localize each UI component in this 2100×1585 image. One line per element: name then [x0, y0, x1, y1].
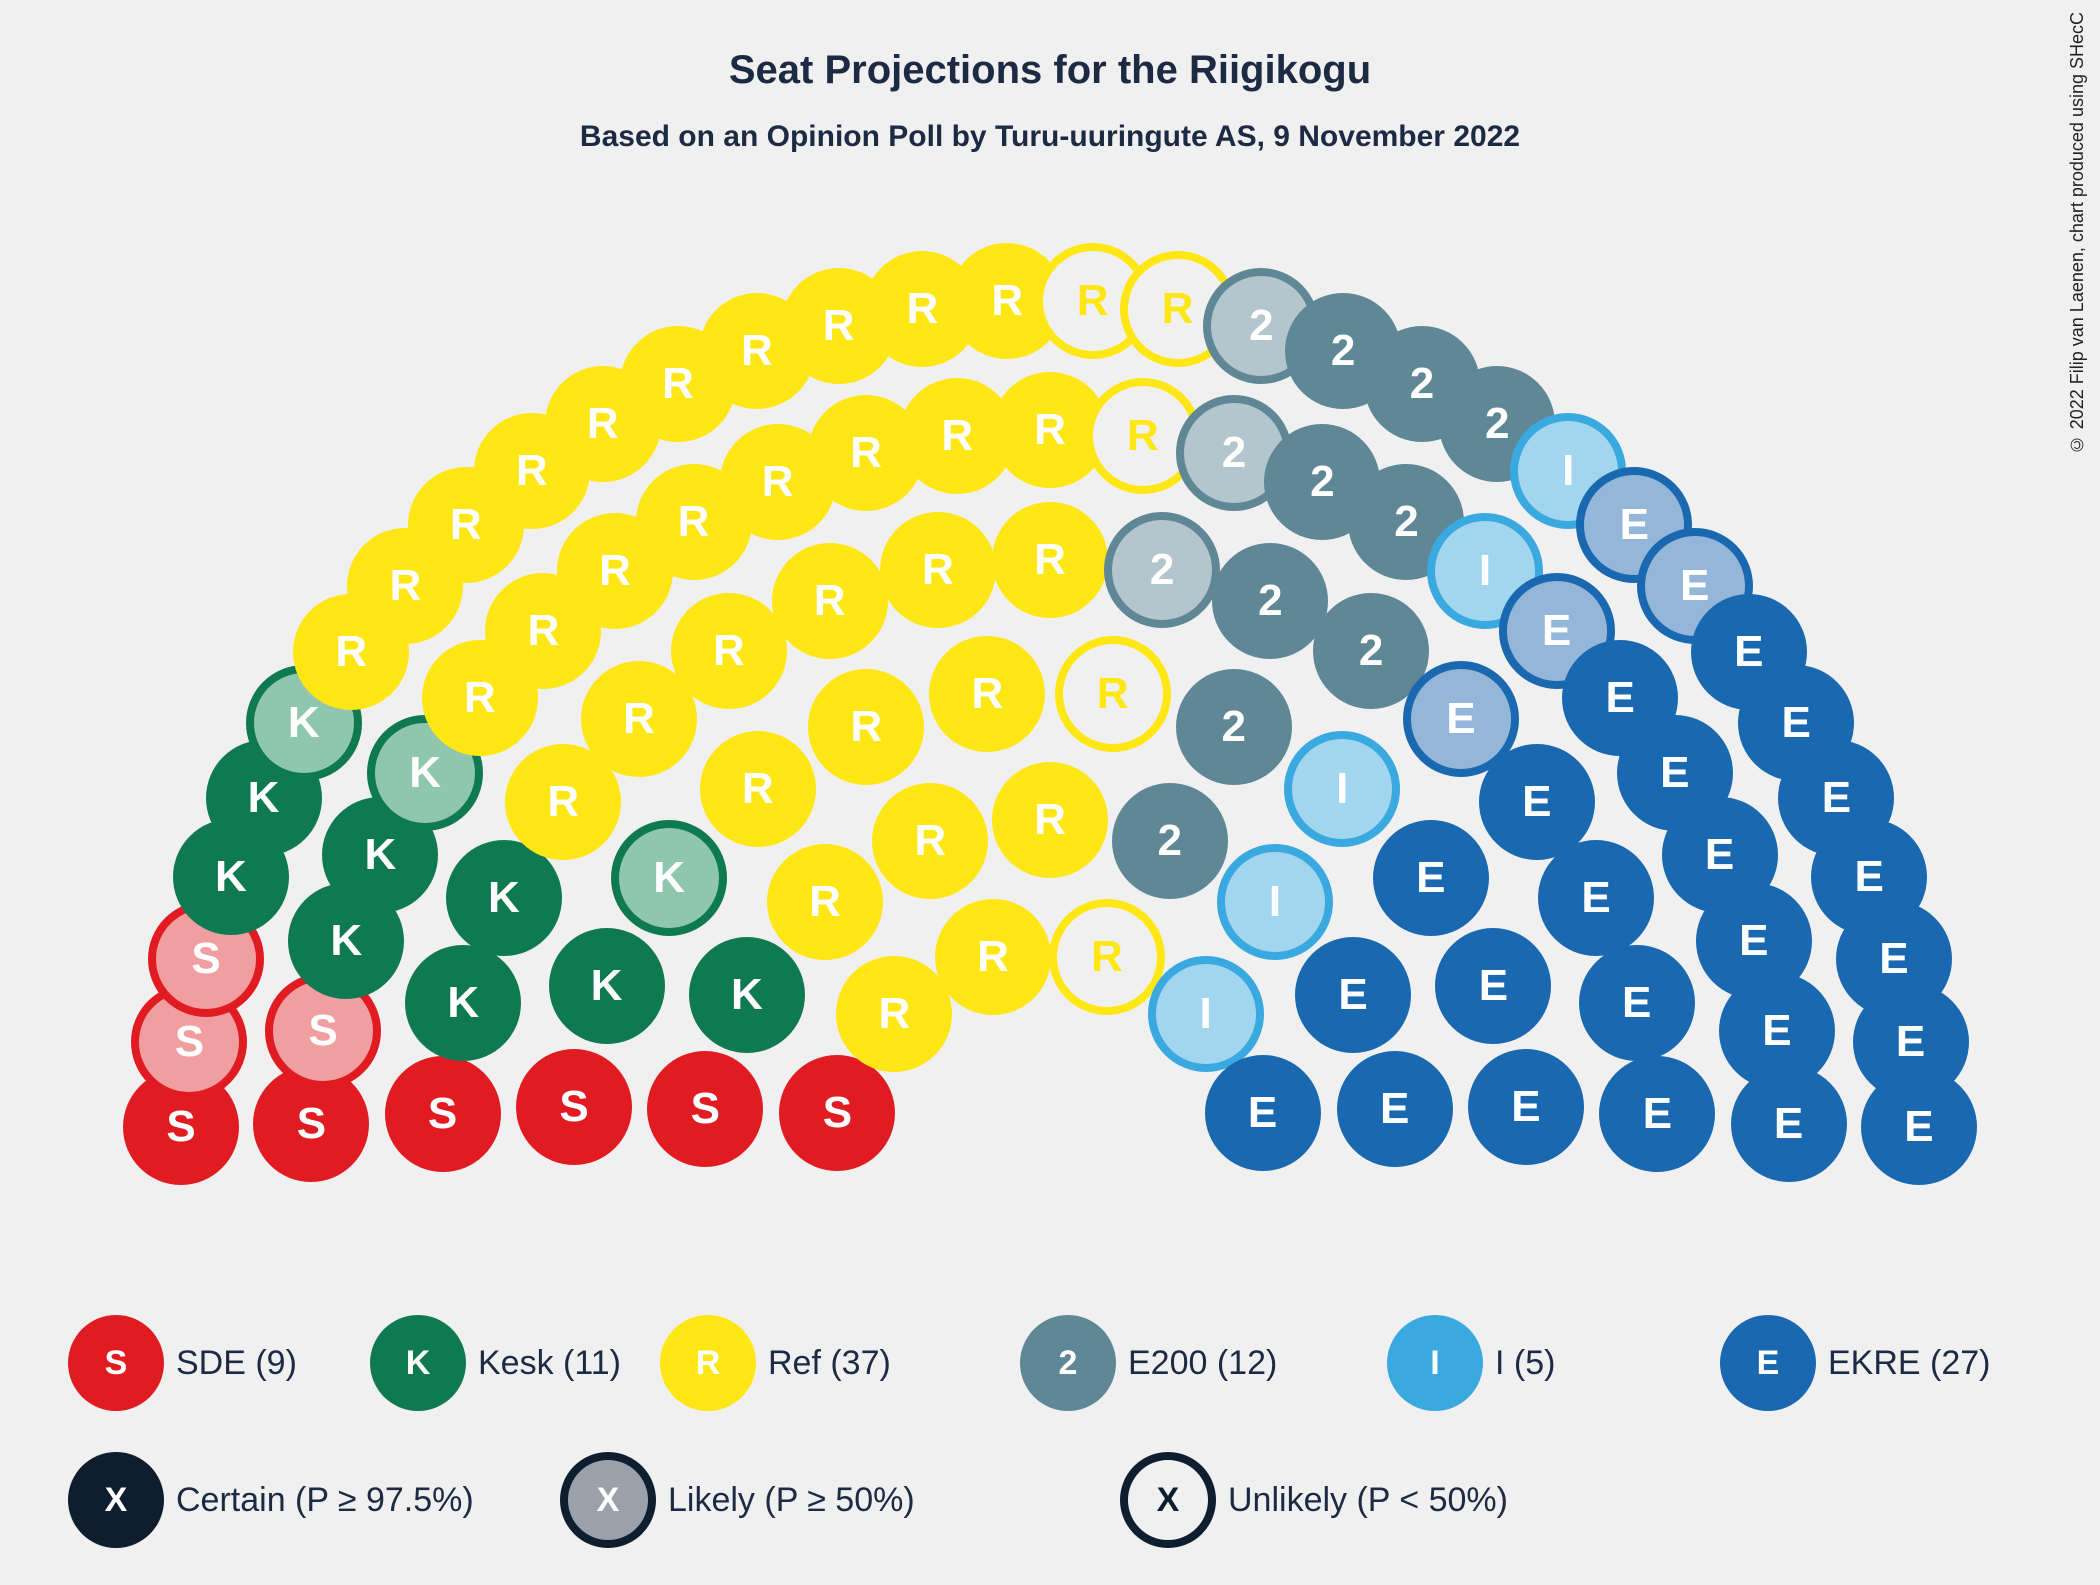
credit-line: © 2022 Filip van Laenen, chart produced …: [2067, 12, 2088, 454]
legend-party-label: EKRE (27): [1828, 1344, 1991, 1383]
legend-party-label: E200 (12): [1128, 1344, 1277, 1383]
seat-ref: R: [767, 844, 883, 960]
seat-ekre: E: [1337, 1051, 1453, 1167]
seat-e200: 2: [1112, 783, 1228, 899]
legend-status-label: Likely (P ≥ 50%): [668, 1481, 915, 1520]
legend-status-dot-icon: X: [1120, 1452, 1216, 1548]
seat-ref: R: [836, 956, 952, 1072]
seat-kesk: K: [549, 928, 665, 1044]
seat-ekre: E: [1205, 1055, 1321, 1171]
seat-ref: R: [880, 512, 996, 628]
seat-i: I: [1217, 844, 1333, 960]
seat-ekre: E: [1579, 945, 1695, 1061]
seat-kesk: K: [611, 820, 727, 936]
legend-party-kesk: K Kesk (11): [370, 1315, 621, 1411]
seat-e200: 2: [1212, 543, 1328, 659]
seat-ref: R: [929, 636, 1045, 752]
seat-i: I: [1284, 731, 1400, 847]
seat-sde: S: [647, 1051, 763, 1167]
legend-status-likely: X Likely (P ≥ 50%): [560, 1452, 915, 1548]
seat-i: I: [1148, 956, 1264, 1072]
legend-dot-icon: 2: [1020, 1315, 1116, 1411]
legend-dot-icon: E: [1720, 1315, 1816, 1411]
seat-ref: R: [1049, 899, 1165, 1015]
seat-ekre: E: [1538, 840, 1654, 956]
seat-ref: R: [992, 762, 1108, 878]
seat-e200: 2: [1176, 669, 1292, 785]
seat-ekre: E: [1731, 1066, 1847, 1182]
seat-ekre: E: [1599, 1056, 1715, 1172]
seat-ref: R: [808, 669, 924, 785]
seat-ekre: E: [1295, 937, 1411, 1053]
seat-sde: S: [385, 1056, 501, 1172]
legend-status-label: Certain (P ≥ 97.5%): [176, 1481, 474, 1520]
seat-ekre: E: [1861, 1069, 1977, 1185]
seat-ref: R: [935, 899, 1051, 1015]
legend-party-label: Ref (37): [768, 1344, 891, 1383]
legend-party-ref: R Ref (37): [660, 1315, 891, 1411]
chart-title: Seat Projections for the Riigikogu: [0, 48, 2100, 93]
legend-status-dot-icon: X: [68, 1452, 164, 1548]
seat-kesk: K: [405, 945, 521, 1061]
seat-sde: S: [516, 1049, 632, 1165]
seat-ekre: E: [1468, 1049, 1584, 1165]
seat-kesk: K: [446, 840, 562, 956]
legend-status-unlikely: X Unlikely (P < 50%): [1120, 1452, 1508, 1548]
seat-ref: R: [700, 731, 816, 847]
legend-status-label: Unlikely (P < 50%): [1228, 1481, 1508, 1520]
legend-party-sde: S SDE (9): [68, 1315, 297, 1411]
chart-subtitle: Based on an Opinion Poll by Turu-uuringu…: [0, 120, 2100, 154]
legend-party-label: Kesk (11): [478, 1344, 621, 1383]
legend-dot-icon: S: [68, 1315, 164, 1411]
legend-status-dot-icon: X: [560, 1452, 656, 1548]
legend-dot-icon: K: [370, 1315, 466, 1411]
seat-ref: R: [671, 593, 787, 709]
seat-e200: 2: [1104, 512, 1220, 628]
legend-dot-icon: I: [1387, 1315, 1483, 1411]
seat-sde: S: [779, 1055, 895, 1171]
seat-ref: R: [772, 543, 888, 659]
legend-party-label: SDE (9): [176, 1344, 297, 1383]
legend-party-e200: 2 E200 (12): [1020, 1315, 1277, 1411]
seat-ekre: E: [1373, 820, 1489, 936]
seat-ekre: E: [1435, 928, 1551, 1044]
seat-ref: R: [992, 502, 1108, 618]
seat-ref: R: [1055, 636, 1171, 752]
legend-party-label: I (5): [1495, 1344, 1555, 1383]
legend-dot-icon: R: [660, 1315, 756, 1411]
seat-ref: R: [872, 783, 988, 899]
legend-party-i: I I (5): [1387, 1315, 1555, 1411]
legend-party-ekre: E EKRE (27): [1720, 1315, 1991, 1411]
legend-status-certain: X Certain (P ≥ 97.5%): [68, 1452, 474, 1548]
seat-kesk: K: [689, 937, 805, 1053]
